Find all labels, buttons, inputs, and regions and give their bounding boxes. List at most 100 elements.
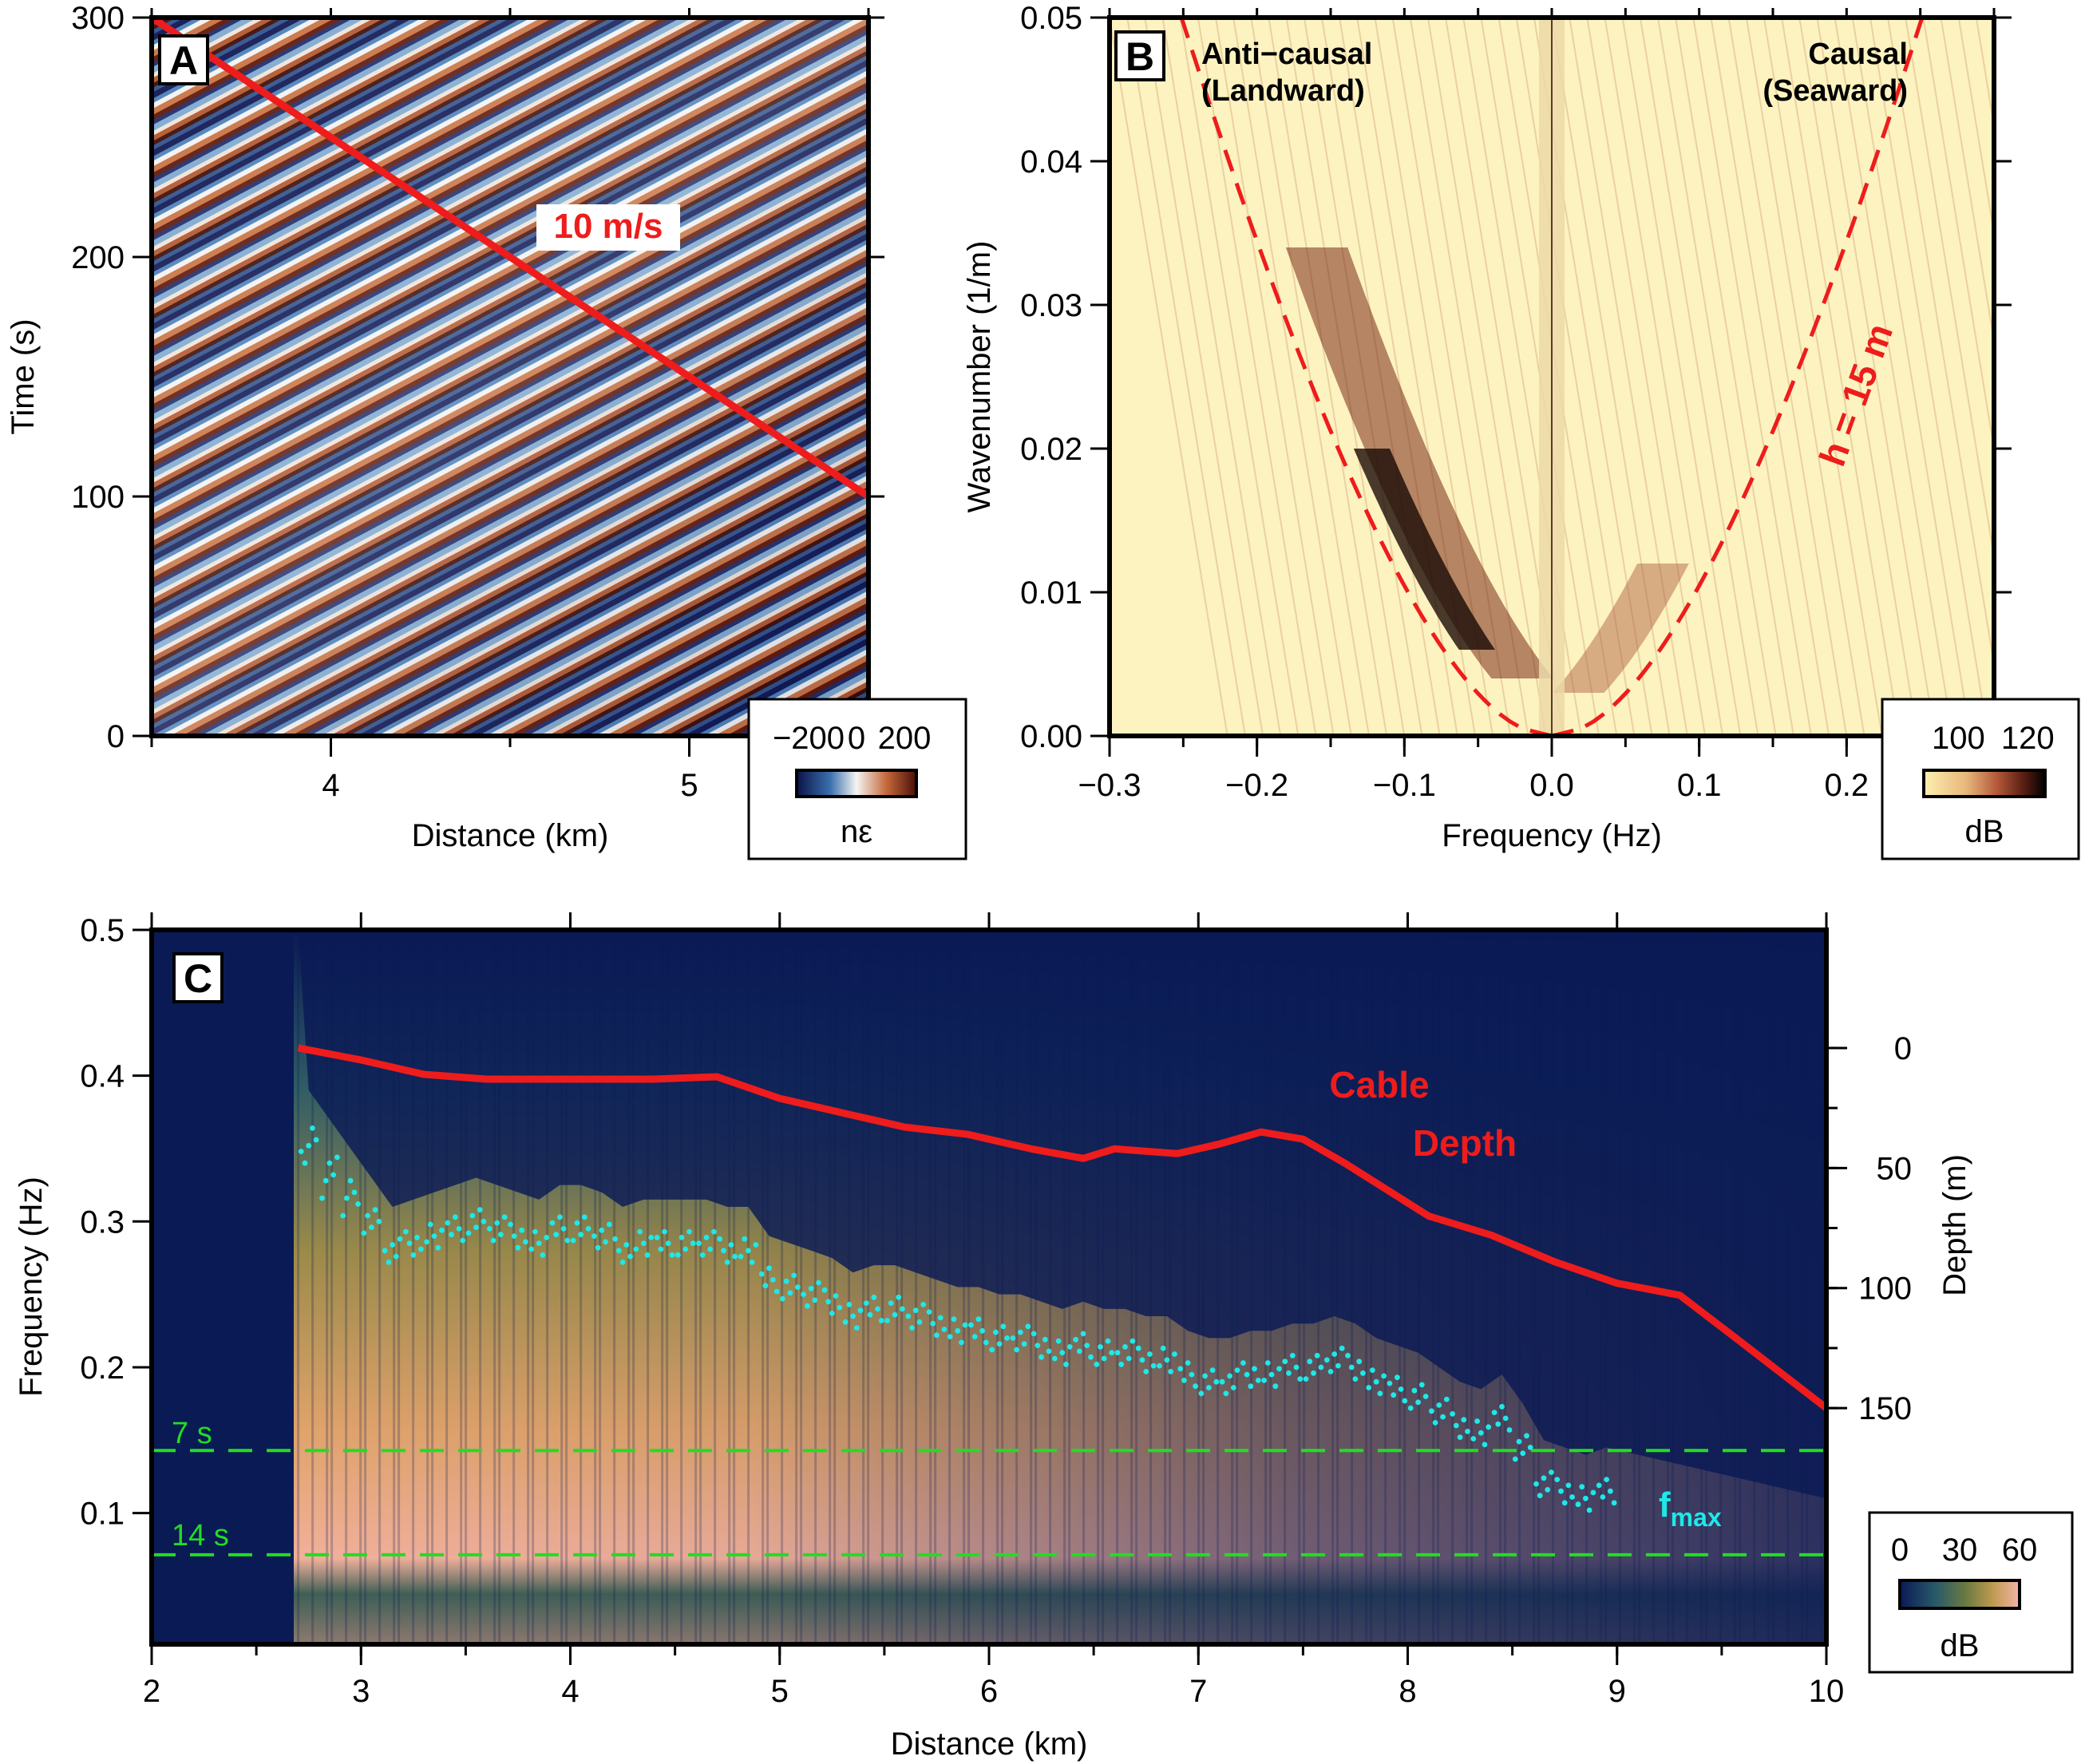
panel-c-fmax-point xyxy=(574,1220,580,1226)
panel-c-fmax-point xyxy=(330,1172,336,1178)
panel-c-fmax-point xyxy=(627,1253,633,1260)
panel-c-x-tick-label: 2 xyxy=(143,1674,160,1709)
panel-c-fmax-point xyxy=(791,1272,797,1279)
panel-c-fmax-point xyxy=(369,1224,374,1230)
panel-c-fmax-point xyxy=(615,1248,622,1254)
panel-c-fmax-point xyxy=(1227,1373,1232,1379)
panel-c-fmax-point xyxy=(640,1240,647,1247)
panel-c-fmax-point xyxy=(1387,1380,1393,1386)
panel-b-y-tick-label: 0.01 xyxy=(1020,575,1082,611)
panel-c-streaks xyxy=(297,930,1823,1644)
panel-c-fmax-point xyxy=(1213,1378,1220,1385)
panel-c-fmax-point xyxy=(606,1221,612,1228)
panel-a-colorbar-tick-label: 0 xyxy=(848,721,865,756)
panel-c-fmax-point xyxy=(1373,1378,1379,1385)
panel-c-fmax-point xyxy=(1323,1357,1330,1363)
panel-c-fmax-point xyxy=(1352,1376,1359,1382)
panel-c-fmax-point xyxy=(1402,1398,1408,1404)
panel-c-fmax-point xyxy=(1126,1355,1132,1362)
panel-b-letter-box xyxy=(1114,30,1165,81)
panel-c-fmax-point xyxy=(837,1304,843,1311)
panel-c-fmax-point xyxy=(1094,1361,1100,1367)
panel-c-fmax-point xyxy=(1512,1456,1518,1462)
panel-b-x-tick-label: −0.1 xyxy=(1373,768,1436,803)
panel-c-fmax-point xyxy=(494,1220,500,1226)
panel-c-fmax-point xyxy=(808,1285,814,1291)
panel-c-fmax-point xyxy=(1080,1331,1086,1337)
panel-c-fmax-point xyxy=(679,1235,685,1240)
panel-c-fmax-point xyxy=(1356,1359,1363,1365)
panel-c-fmax-point xyxy=(382,1248,388,1254)
panel-c-fmax-point xyxy=(560,1226,567,1232)
panel-a-velocity-line xyxy=(152,18,868,500)
panel-c-fmax-point xyxy=(1391,1392,1397,1398)
panel-c-fmax-point xyxy=(1569,1494,1575,1500)
panel-c-fmax-point xyxy=(1209,1367,1216,1373)
panel-c-fmax-point xyxy=(1565,1482,1572,1489)
panel-c-fmax-point xyxy=(1318,1364,1324,1370)
panel-a-velocity-label: 10 m/s xyxy=(554,207,663,246)
panel-c-fmax-point xyxy=(1327,1369,1334,1374)
panel-c-fmax-point xyxy=(1164,1357,1170,1363)
panel-b-causal-line1: Causal xyxy=(1808,38,1908,71)
panel-c-fmax-point xyxy=(1436,1402,1442,1408)
panel-c-fmax-point xyxy=(941,1327,948,1332)
panel-c-fmax-point xyxy=(1084,1343,1090,1348)
panel-c-fmax-point xyxy=(1506,1427,1513,1433)
panel-c-fmax-point xyxy=(1193,1383,1198,1390)
panel-c-fmax-point xyxy=(1537,1493,1543,1499)
panel-c-fmax-point xyxy=(1289,1352,1296,1359)
panel-a-y-tick-label: 100 xyxy=(71,480,125,515)
panel-c-fmax-point xyxy=(1198,1390,1205,1397)
panel-c-y-tick-label: 0.5 xyxy=(80,913,125,948)
panel-c-fmax-point xyxy=(1181,1378,1187,1383)
panel-c-fmax-point xyxy=(361,1230,367,1236)
panel-c-fmax-point xyxy=(1109,1350,1115,1356)
panel-c-high-freq-mask xyxy=(298,930,1826,1499)
panel-c-fmax-point xyxy=(1114,1350,1121,1356)
panel-c-fmax-point xyxy=(1561,1500,1568,1506)
panel-c-fmax-point xyxy=(591,1233,597,1239)
panel-c-fmax-point xyxy=(686,1228,692,1235)
panel-c-fmax-point xyxy=(310,1125,315,1131)
panel-c-right-tick-label: 0 xyxy=(1894,1031,1912,1066)
panel-c-fmax-point xyxy=(1219,1378,1225,1385)
panel-c-fmax-point xyxy=(397,1236,403,1242)
panel-c-right-tick-label: 150 xyxy=(1858,1391,1912,1426)
panel-c-fmax-point xyxy=(1418,1382,1425,1388)
panel-c-fmax-point xyxy=(989,1347,995,1353)
panel-c-fmax-point xyxy=(665,1240,671,1247)
panel-c-fmax-point xyxy=(926,1309,932,1315)
panel-c-fmax-point xyxy=(682,1246,689,1252)
panel-c-fmax-point xyxy=(1478,1430,1484,1436)
panel-c-fmax-point xyxy=(1491,1410,1497,1415)
panel-c-fmax-point xyxy=(578,1232,584,1238)
panel-c-fmax-point xyxy=(347,1177,354,1184)
panel-c-fmax-point xyxy=(456,1226,462,1232)
panel-c-x-tick-label: 7 xyxy=(1189,1674,1207,1709)
panel-c-fmax-point xyxy=(1059,1350,1066,1356)
panel-c-fmax-point xyxy=(711,1228,717,1235)
panel-c-fmax-point xyxy=(427,1221,433,1228)
panel-c-fmax-point xyxy=(519,1227,525,1233)
panel-c-fmax-point xyxy=(821,1287,828,1293)
panel-c-x-tick-label: 9 xyxy=(1608,1674,1626,1709)
panel-c-letter: C xyxy=(184,956,212,1001)
panel-c-fmax-point xyxy=(486,1226,493,1232)
panel-c-ylabel: Frequency (Hz) xyxy=(14,1177,49,1397)
panel-c-fmax-point xyxy=(644,1252,651,1258)
panel-c-fmax-point xyxy=(892,1311,898,1318)
panel-b-texture xyxy=(1110,18,1994,736)
panel-c-fmax-point xyxy=(654,1235,660,1240)
panel-c-fmax-point xyxy=(637,1228,643,1235)
panel-c-fmax-point xyxy=(557,1214,563,1220)
panel-a-x-tick-label: 4 xyxy=(322,768,339,803)
panel-c-fmax-point xyxy=(1051,1355,1058,1362)
panel-c-fmax-point xyxy=(1370,1367,1375,1373)
panel-a-letter-box xyxy=(158,34,209,85)
panel-c-fmax-point xyxy=(445,1220,451,1226)
panel-c-fmax-point xyxy=(912,1307,919,1314)
panel-c-fmax-point xyxy=(1520,1450,1526,1457)
panel-c-fmax-point xyxy=(1282,1359,1288,1365)
panel-c-fmax-point xyxy=(1172,1351,1177,1357)
